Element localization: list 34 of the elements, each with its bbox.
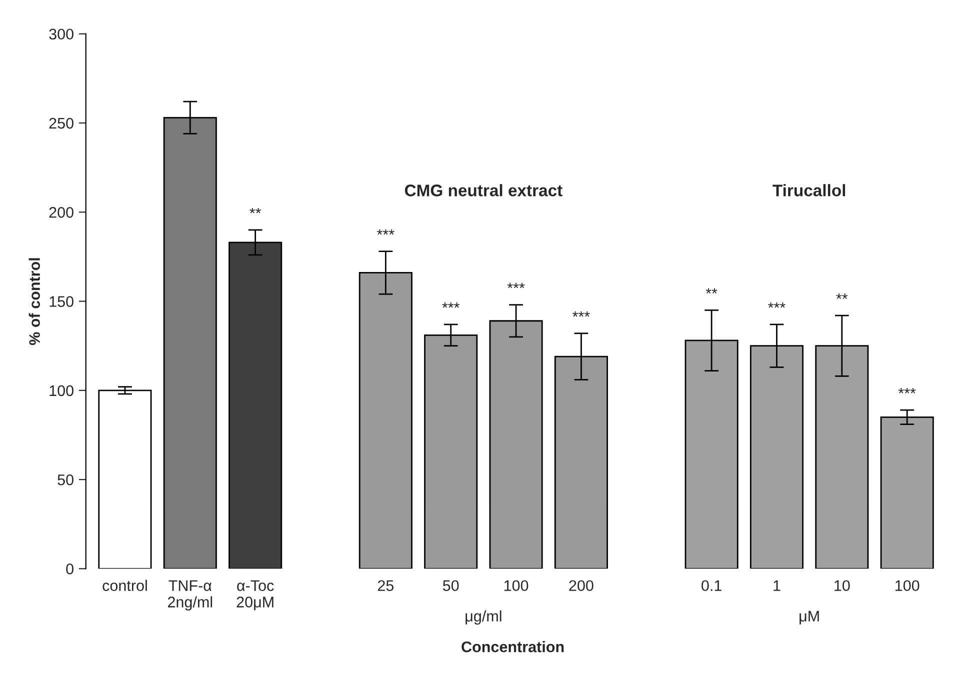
- y-tick-label: 250: [49, 118, 74, 129]
- x-tick-label: 1: [774, 580, 780, 591]
- x-tick-label: control: [102, 580, 147, 592]
- x-tick-label: 10: [834, 580, 850, 592]
- data-label: ***: [572, 311, 590, 317]
- annotation: Tirucallol: [772, 184, 846, 196]
- data-label: ***: [442, 302, 460, 308]
- y-tick-label: 150: [50, 296, 74, 307]
- x-tick-label: α-Toc 20μM: [236, 580, 274, 610]
- x-tick-label: 200: [569, 580, 594, 592]
- data-label: ***: [768, 302, 786, 308]
- x-tick-label: 100: [896, 580, 920, 592]
- data-label: ***: [507, 282, 525, 288]
- y-tick-label: 200: [49, 206, 74, 218]
- x-tick-label: 25: [378, 580, 394, 592]
- y-tick-label: 50: [58, 474, 74, 486]
- x-tick-label: 50: [442, 580, 459, 592]
- bar: [98, 390, 152, 569]
- y-axis-title: % of control: [28, 258, 40, 346]
- x-axis-title: Concentration: [462, 641, 564, 652]
- data-label: **: [706, 288, 718, 294]
- y-tick-label: 100: [50, 385, 74, 396]
- x-tick-label: 0.1: [702, 580, 722, 592]
- data-label: ***: [898, 388, 916, 394]
- x-tick-label: TNF-α 2ng/ml: [168, 580, 212, 610]
- annotation: CMG neutral extract: [404, 184, 562, 196]
- data-label: **: [836, 294, 848, 299]
- data-label: **: [250, 208, 262, 214]
- y-tick-label: 0: [66, 564, 74, 574]
- data-label: ***: [377, 229, 394, 235]
- text: μg/ml: [466, 610, 502, 625]
- y-tick-label: 300: [49, 28, 74, 40]
- text: μM: [800, 610, 819, 624]
- x-tick-label: 100: [504, 580, 528, 592]
